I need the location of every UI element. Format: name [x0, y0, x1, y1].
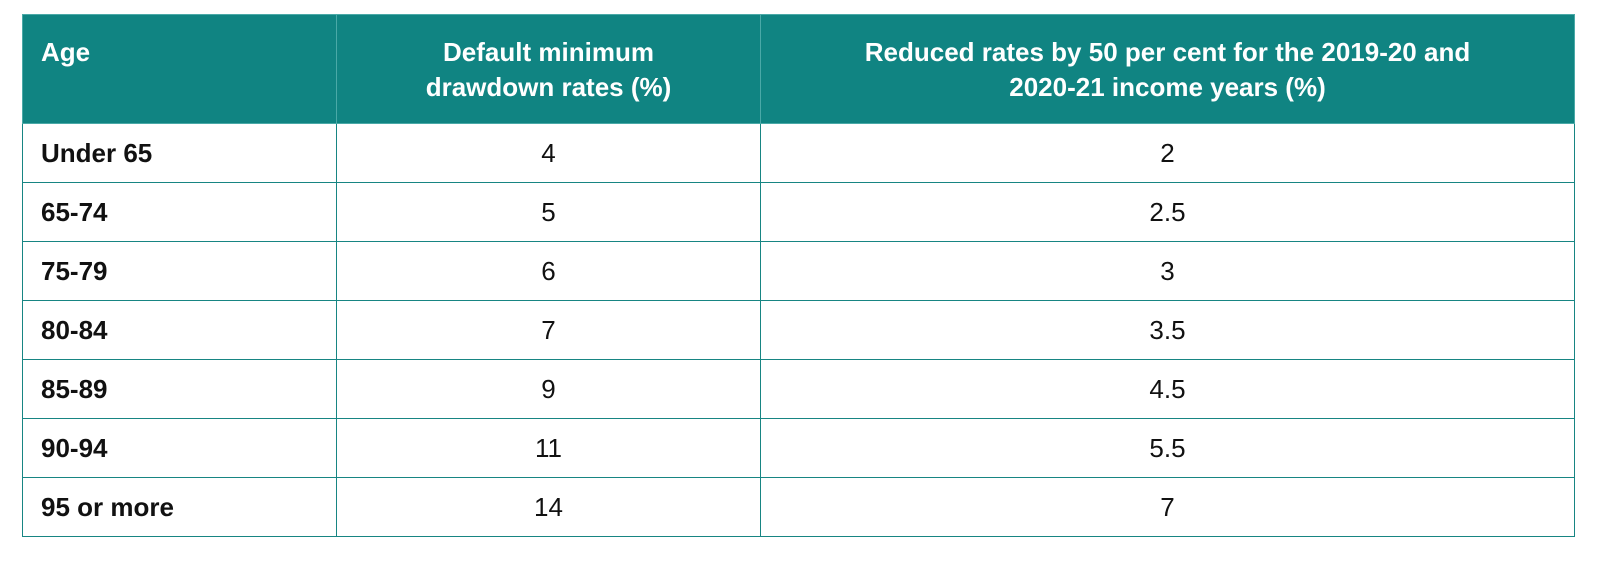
table-header: Age Default minimum drawdown rates (%) R…	[22, 14, 1575, 124]
reduced-rate-cell: 2.5	[760, 182, 1575, 242]
table-row: 95 or more 14 7	[22, 477, 1575, 537]
default-rate-cell: 14	[336, 477, 761, 537]
table-row: 85-89 9 4.5	[22, 359, 1575, 419]
table-row: 65-74 5 2.5	[22, 182, 1575, 242]
table-row: 90-94 11 5.5	[22, 418, 1575, 478]
header-row: Age Default minimum drawdown rates (%) R…	[22, 14, 1575, 124]
header-reduced-line1: Reduced rates by 50 per cent for the 201…	[864, 37, 1471, 67]
age-cell: 80-84	[22, 300, 337, 360]
table-row: 75-79 6 3	[22, 241, 1575, 301]
default-rate-cell: 11	[336, 418, 761, 478]
age-cell: 90-94	[22, 418, 337, 478]
header-age: Age	[22, 14, 337, 124]
reduced-rate-cell: 2	[760, 123, 1575, 183]
reduced-rate-cell: 3.5	[760, 300, 1575, 360]
default-rate-cell: 5	[336, 182, 761, 242]
drawdown-rates-table: Age Default minimum drawdown rates (%) R…	[22, 14, 1575, 537]
default-rate-cell: 4	[336, 123, 761, 183]
table-row: 80-84 7 3.5	[22, 300, 1575, 360]
default-rate-cell: 6	[336, 241, 761, 301]
reduced-rate-cell: 3	[760, 241, 1575, 301]
table-row: Under 65 4 2	[22, 123, 1575, 183]
age-cell: 85-89	[22, 359, 337, 419]
default-rate-cell: 9	[336, 359, 761, 419]
reduced-rate-cell: 7	[760, 477, 1575, 537]
default-rate-cell: 7	[336, 300, 761, 360]
age-cell: 95 or more	[22, 477, 337, 537]
table-body: Under 65 4 2 65-74 5 2.5 75-79 6 3 80-84…	[22, 123, 1575, 537]
drawdown-rates-table-container: Age Default minimum drawdown rates (%) R…	[22, 14, 1575, 537]
reduced-rate-cell: 5.5	[760, 418, 1575, 478]
header-age-label: Age	[41, 37, 91, 67]
header-default-line2: drawdown rates (%)	[425, 72, 672, 102]
header-reduced-rates: Reduced rates by 50 per cent for the 201…	[760, 14, 1575, 124]
age-cell: 75-79	[22, 241, 337, 301]
age-cell: Under 65	[22, 123, 337, 183]
header-default-rates: Default minimum drawdown rates (%)	[336, 14, 761, 124]
header-default-line1: Default minimum	[443, 37, 654, 67]
reduced-rate-cell: 4.5	[760, 359, 1575, 419]
age-cell: 65-74	[22, 182, 337, 242]
header-reduced-line2: 2020-21 income years (%)	[1009, 72, 1326, 102]
